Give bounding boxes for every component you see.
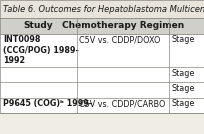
- Text: Chemotherapy Regimen: Chemotherapy Regimen: [62, 21, 184, 30]
- Text: Stage: Stage: [172, 99, 195, 108]
- Text: C5V vs. CDDP/DOXO: C5V vs. CDDP/DOXO: [79, 35, 160, 44]
- Bar: [0, 98, 204, 113]
- Text: Stage: Stage: [172, 84, 195, 93]
- Bar: [0, 82, 204, 98]
- Text: C5V vs. CDDP/CARBO: C5V vs. CDDP/CARBO: [79, 99, 165, 108]
- Bar: [0, 0, 204, 18]
- Text: Table 6. Outcomes for Hepatoblastoma Multicenter Trialsᵃ: Table 6. Outcomes for Hepatoblastoma Mul…: [3, 5, 204, 14]
- Bar: [0, 0, 204, 113]
- Bar: [0, 18, 204, 34]
- Text: INT0098
(CCG/POG) 1989-
1992: INT0098 (CCG/POG) 1989- 1992: [3, 35, 79, 65]
- Text: Stage: Stage: [172, 35, 195, 44]
- Text: Study: Study: [24, 21, 53, 30]
- Bar: [0, 34, 204, 67]
- Text: Stage: Stage: [172, 69, 195, 78]
- Text: P9645 (COG)ᵇ 1999-: P9645 (COG)ᵇ 1999-: [3, 99, 92, 108]
- Bar: [0, 67, 204, 82]
